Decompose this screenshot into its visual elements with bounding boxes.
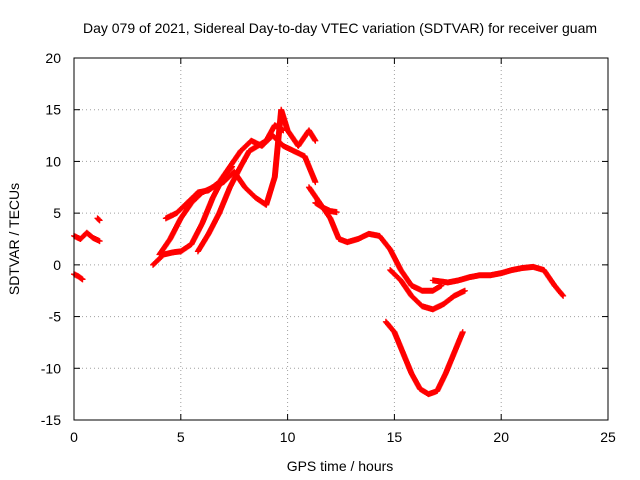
grid [74,58,608,420]
data-series-arc-k [429,263,567,299]
y-tick-label: -5 [49,309,62,325]
y-tick-label: 0 [53,257,61,273]
data-points [312,199,340,216]
plot-frame [73,57,609,421]
data-points [71,271,86,283]
data-layer [71,106,567,398]
x-axis-label: GPS time / hours [287,458,394,474]
x-tick-label: 25 [600,429,616,445]
data-points [429,263,567,299]
ticks: 0 5 10 15 20 25 -15 -10 -5 0 5 10 15 20 [41,50,616,445]
y-tick-label: 20 [45,50,61,66]
data-series-arc-c [94,215,103,224]
data-series-arc-h [305,184,445,294]
chart-title: Day 079 of 2021, Sidereal Day-to-day VTE… [83,20,597,36]
data-points [387,267,468,313]
data-points [382,318,466,398]
y-tick-label: 15 [45,102,61,118]
y-tick-label: -15 [41,412,61,428]
x-tick-label: 20 [493,429,509,445]
x-tick-label: 15 [387,429,403,445]
data-series-arc-i [312,199,340,216]
data-series-arc-j [387,267,468,313]
y-tick-label: 5 [53,205,61,221]
data-series-arc-a [71,229,103,245]
data-series-arc-g [194,122,287,255]
x-tick-label: 10 [280,429,296,445]
y-tick-label: -10 [41,360,61,376]
y-tick-label: 10 [45,153,61,169]
data-points [71,229,103,245]
data-points [305,184,445,294]
x-tick-label: 0 [70,429,78,445]
data-points [194,122,287,255]
data-points [94,215,103,224]
data-series-arc-l [382,318,466,398]
data-series-arc-b [71,271,86,283]
y-axis-label: SDTVAR / TECUs [6,183,22,295]
x-tick-label: 5 [177,429,185,445]
